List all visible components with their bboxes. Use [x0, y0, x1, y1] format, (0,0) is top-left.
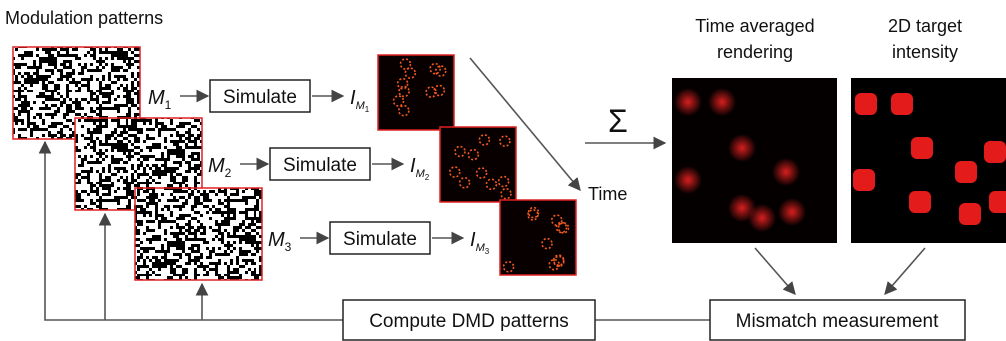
simulate-label: Simulate	[343, 229, 417, 250]
pattern-sub: 1	[165, 98, 172, 112]
target-spot	[891, 93, 913, 115]
blurred-spot	[674, 166, 702, 194]
blurred-spot	[772, 158, 800, 186]
rendering-label: Time averaged	[695, 16, 814, 36]
target-spot	[959, 203, 981, 225]
simulate-label: Simulate	[223, 87, 297, 108]
output-subsub: 3	[485, 247, 490, 256]
title: Modulation patterns	[5, 8, 163, 28]
diagram: Modulation patterns M1SimulateIM1M2Simul…	[0, 0, 1006, 341]
output-subsub: 2	[425, 173, 430, 182]
pattern-image	[135, 188, 262, 280]
target-spot	[955, 161, 977, 183]
arrow	[885, 248, 925, 294]
pattern-sub: 2	[225, 166, 232, 180]
output-label: IM1	[350, 87, 370, 114]
simulate-label: Simulate	[283, 155, 357, 176]
arrow	[755, 248, 795, 294]
target-spot	[911, 137, 933, 159]
output-subsub: 1	[365, 105, 370, 114]
target-label: intensity	[892, 42, 958, 62]
sum-symbol: Σ	[608, 103, 628, 139]
target-label: 2D target	[888, 16, 962, 36]
blurred-spot	[674, 88, 702, 116]
pattern-label: M2	[208, 155, 232, 180]
target-spot	[909, 191, 931, 213]
pattern-label: M3	[268, 229, 292, 254]
mismatch-label: Mismatch measurement	[736, 311, 939, 332]
target-spot	[984, 141, 1006, 163]
pattern-label: M	[208, 155, 225, 177]
blurred-spot	[728, 134, 756, 162]
speckle-image	[440, 127, 516, 202]
output-label: IM2	[410, 155, 430, 182]
pattern-sub: 3	[285, 240, 292, 254]
target-spot	[989, 191, 1006, 213]
target-spot	[855, 93, 877, 115]
time-label: Time	[588, 184, 627, 204]
rendering-label: rendering	[717, 42, 793, 62]
compute-label: Compute DMD patterns	[369, 311, 569, 332]
pattern-label: M	[148, 87, 165, 109]
pattern-label: M	[268, 229, 285, 251]
pattern-label: M1	[148, 87, 172, 112]
output-label: IM3	[470, 229, 490, 256]
blurred-spot	[778, 198, 806, 226]
target-spot	[853, 169, 875, 191]
blurred-spot	[748, 204, 776, 232]
blurred-spot	[708, 88, 736, 116]
